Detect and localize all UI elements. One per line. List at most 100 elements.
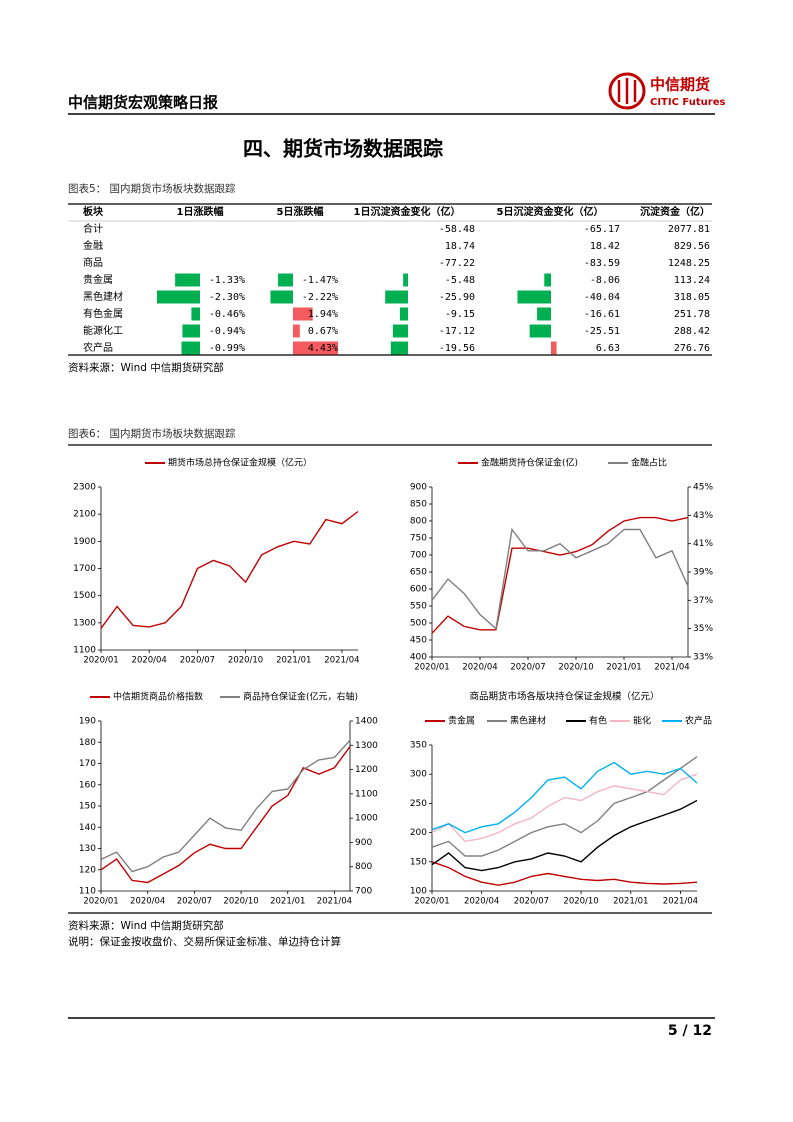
x-tick-label: 2020/07 [510, 663, 545, 673]
x-tick-label: 2021/04 [317, 897, 352, 907]
cell-value: -0.94% [209, 326, 245, 337]
legend-label: 有色 [589, 715, 607, 727]
row-label: 有色金属 [83, 307, 123, 320]
cell-value: -2.30% [209, 292, 245, 303]
x-tick-label: 2020/04 [132, 656, 167, 666]
x-tick-label: 2021/04 [663, 897, 698, 907]
y-tick-label: 800 [410, 517, 427, 527]
page-number: 5 / 12 [668, 1023, 712, 1039]
y2-tick-label: 1300 [355, 741, 378, 751]
x-tick-label: 2020/07 [180, 656, 215, 666]
cell-value: 2077.81 [668, 224, 710, 235]
x-tick-label: 2021/01 [276, 656, 311, 666]
y-tick-label: 140 [79, 823, 96, 833]
data-bar [278, 273, 293, 287]
cell-value: -1.33% [209, 275, 245, 286]
cell-value: -17.12 [439, 326, 475, 337]
data-bar [517, 290, 551, 304]
y-tick-label: 900 [410, 483, 427, 493]
y2-tick-label: 1100 [355, 789, 378, 799]
x-tick-label: 2021/01 [606, 663, 641, 673]
series-line [431, 527, 689, 631]
cell-value: -40.04 [584, 292, 620, 303]
data-bar [293, 324, 300, 338]
y2-tick-label: 800 [355, 862, 372, 872]
y2-tick-label: 33% [693, 653, 713, 663]
legend-label: 黑色建材 [510, 715, 546, 727]
y-tick-label: 550 [410, 602, 427, 612]
data-bar [390, 341, 408, 355]
y-tick-label: 500 [410, 619, 427, 629]
series-line [431, 861, 698, 886]
logo-name: 中信期货 [650, 76, 710, 94]
cell-value: 4.43% [308, 343, 338, 354]
y-tick-label: 1100 [73, 646, 96, 656]
y-tick-label: 1500 [73, 591, 96, 601]
cell-value: -16.61 [584, 309, 620, 320]
data-bar [529, 324, 551, 338]
column-header: 5日沉淀资金变化（亿） [497, 205, 604, 218]
y-tick-label: 100 [410, 887, 427, 897]
cell-value: -19.56 [439, 343, 475, 354]
table-source: 资料来源：Wind 中信期货研究部 [68, 361, 224, 374]
data-bar [182, 324, 200, 338]
y-tick-label: 1300 [73, 618, 96, 628]
series-line [431, 761, 698, 834]
data-bar [293, 341, 338, 355]
cell-value: 318.05 [674, 292, 710, 303]
x-tick-label: 2020/01 [83, 656, 118, 666]
logo [608, 72, 646, 110]
x-tick-label: 2020/01 [83, 897, 118, 907]
cell-value: -65.17 [584, 224, 620, 235]
legend-label: 农产品 [685, 715, 712, 727]
data-bar [537, 307, 551, 321]
data-bar [157, 290, 200, 304]
y-tick-label: 600 [410, 585, 427, 595]
column-header: 板块 [83, 205, 104, 218]
y-tick-label: 2300 [73, 483, 96, 493]
cell-value: -1.47% [302, 275, 338, 286]
x-tick-label: 2020/07 [177, 897, 212, 907]
cell-value: -25.90 [439, 292, 475, 303]
x-tick-label: 2020/10 [228, 656, 263, 666]
x-tick-label: 2020/07 [514, 897, 549, 907]
y-tick-label: 120 [79, 865, 96, 875]
data-bar [293, 307, 313, 321]
x-tick-label: 2021/04 [324, 656, 359, 666]
y2-tick-label: 43% [693, 511, 713, 521]
figure-caption: 图表6： 国内期货市场板块数据跟踪 [68, 427, 236, 440]
cell-value: -9.15 [445, 309, 475, 320]
y2-tick-label: 39% [693, 568, 713, 578]
y-tick-label: 150 [79, 802, 96, 812]
x-tick-label: 2020/10 [563, 897, 598, 907]
header-title: 中信期货宏观策略日报 [68, 94, 218, 112]
legend-label: 中信期货商品价格指数 [113, 691, 203, 703]
series-line [100, 510, 359, 629]
y2-tick-label: 1000 [355, 814, 378, 824]
cell-value: 6.63 [596, 343, 620, 354]
series-line [431, 756, 698, 857]
data-bar [385, 290, 408, 304]
y2-tick-label: 900 [355, 838, 372, 848]
note: 说明：保证金按收盘价、交易所保证金标准、单边持仓计算 [68, 935, 341, 948]
section-title: 四、期货市场数据跟踪 [243, 137, 443, 161]
cell-value: -0.46% [209, 309, 245, 320]
cell-value: -8.06 [590, 275, 620, 286]
cell-value: 276.76 [674, 343, 710, 354]
table-caption: 图表5： 国内期货市场板块数据跟踪 [68, 182, 236, 195]
legend-label: 期货市场总持仓保证金规模（亿元） [168, 457, 312, 469]
cell-value: -0.99% [209, 343, 245, 354]
series-line [100, 746, 351, 884]
cell-value: -25.51 [584, 326, 620, 337]
x-tick-label: 2020/04 [462, 663, 497, 673]
data-bar [175, 273, 200, 287]
y-tick-label: 1700 [73, 564, 96, 574]
y-tick-label: 450 [410, 636, 427, 646]
y-tick-label: 150 [410, 857, 427, 867]
cell-value: 1.94% [308, 309, 338, 320]
cell-value: 829.56 [674, 241, 710, 252]
cell-value: 113.24 [674, 275, 710, 286]
row-label: 黑色建材 [83, 290, 123, 303]
cell-value: 18.42 [590, 241, 620, 252]
y-tick-label: 400 [410, 653, 427, 663]
